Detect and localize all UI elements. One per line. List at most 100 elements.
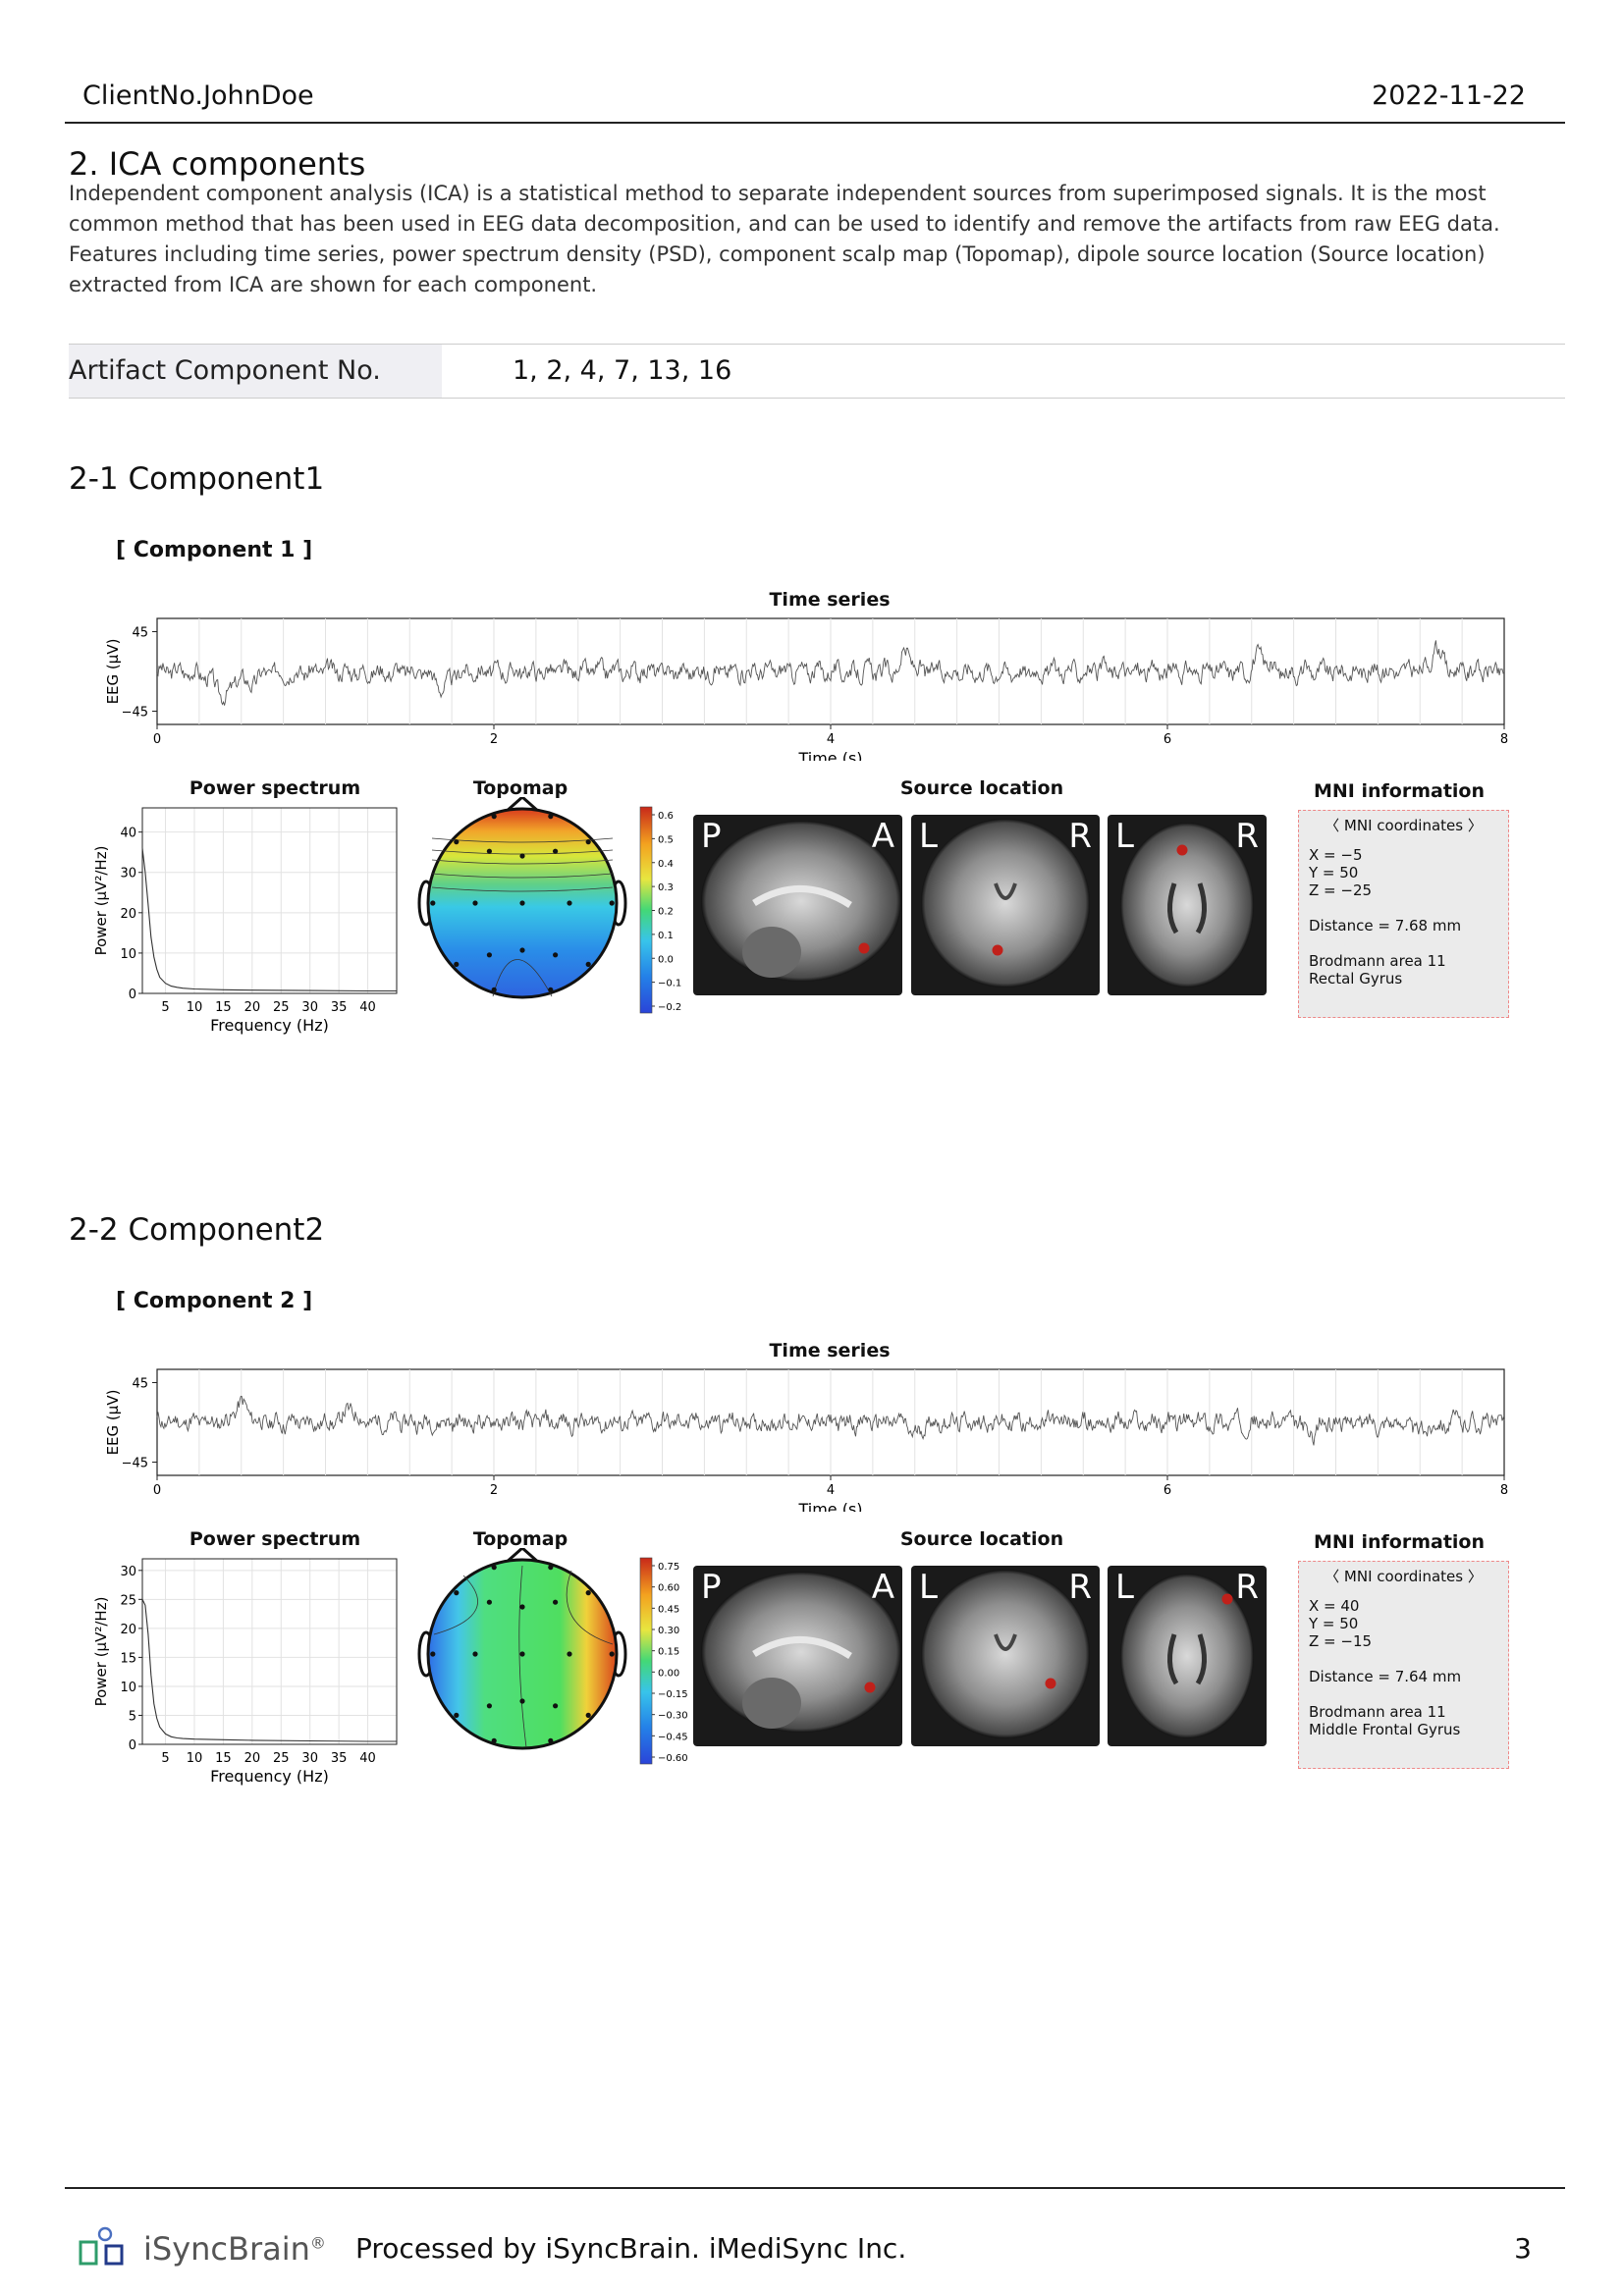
electrode-dot [548, 987, 554, 992]
section-description: Independent component analysis (ICA) is … [69, 182, 1500, 296]
electrode-dot [553, 1703, 559, 1709]
time-series-title: Time series [769, 1340, 891, 1362]
brain-slice-drawing [701, 1572, 901, 1733]
ventricle [1167, 882, 1207, 934]
mni-z: Z = −25 [1309, 881, 1373, 899]
psd-title: Power spectrum [189, 1528, 361, 1550]
topomap-colorbar: 0.6 0.5 0.4 0.3 0.2 0.1 0.0 −0.1 −0.2 [639, 806, 681, 1014]
orientation-letter: L [1115, 1568, 1134, 1607]
colorbar-tick-label: −0.30 [658, 1711, 688, 1722]
psd-x-tick-label: 15 [215, 1751, 232, 1766]
isyncbrain-logo-icon [79, 2226, 124, 2266]
spacer [1309, 1650, 1498, 1668]
mni-distance: Distance = 7.64 mm [1309, 1668, 1462, 1685]
source-location-title: Source location [899, 1528, 1064, 1550]
x-tick-label: 2 [490, 732, 498, 747]
mni-y: Y = 50 [1309, 864, 1359, 881]
psd-x-tick-label: 15 [215, 1000, 232, 1015]
electrode-dot [491, 987, 497, 992]
brain-coronal [921, 819, 1090, 988]
psd-x-tick-label: 30 [301, 1751, 318, 1766]
contour-line [431, 886, 614, 892]
electrode-dot [486, 1599, 492, 1605]
corpus-callosum [752, 1636, 852, 1659]
colorbar-tick-label: 0.60 [658, 1583, 679, 1594]
psd-y-tick-label: 10 [120, 1681, 136, 1695]
orientation-letter: L [919, 1568, 938, 1607]
electrode-dot [472, 900, 478, 906]
mni-x: X = 40 [1309, 1597, 1360, 1615]
electrode-dot [553, 1599, 559, 1605]
brain-slice-drawing [1120, 823, 1254, 988]
orientation-letter: A [871, 1568, 894, 1607]
dipole-marker [864, 1682, 876, 1693]
dipole-marker [1045, 1678, 1056, 1689]
electrode-dot [548, 1737, 554, 1743]
corpus-callosum [752, 885, 852, 908]
mni-information-box: 〈 MNI coordinates 〉 X = 40 Y = 50 Z = −15 Di… [1298, 1561, 1509, 1769]
time-y-label: EEG (μV) [104, 1390, 122, 1456]
electrode-dot [519, 1651, 525, 1657]
colorbar-tick-label: −0.2 [658, 1002, 681, 1013]
psd-x-tick-label: 25 [273, 1000, 290, 1015]
contour-line [433, 1575, 478, 1635]
psd-plot-frame [141, 1558, 398, 1745]
mni-information-box: 〈 MNI coordinates 〉 X = −5 Y = 50 Z = −25 Di… [1298, 810, 1509, 1018]
x-tick-label: 6 [1163, 732, 1171, 747]
x-tick-label: 4 [827, 1483, 835, 1498]
component-title: 2-2 Component2 [69, 1212, 325, 1248]
psd-y-tick-label: 10 [120, 947, 136, 962]
x-tick-label: 8 [1500, 1483, 1508, 1498]
electrode-dot [548, 814, 554, 820]
ventricle [1167, 1633, 1207, 1685]
power-spectrum-chart: 5 10 15 20 25 30 35 40 30 25 20 15 10 5 0 Frequency (Hz… [92, 1558, 398, 1786]
electrode-dot [519, 900, 525, 906]
psd-x-tick-label: 40 [359, 1751, 376, 1766]
time-series-chart: 45 −45 0 2 4 6 8 Time (s) EEG (μV) [104, 1368, 1508, 1512]
colorbar-tick-label: 0.6 [658, 811, 674, 822]
dipole-marker [992, 944, 1003, 956]
component-title: 2-1 Component1 [69, 461, 325, 497]
colorbar-tick-label: 0.4 [658, 859, 674, 870]
mni-z: Z = −15 [1309, 1632, 1373, 1650]
component-subtitle: [ Component 1 ] [116, 538, 313, 562]
psd-y-tick-label: 40 [120, 827, 136, 841]
colorbar-tick-label: 0.1 [658, 931, 674, 941]
time-x-label: Time (s) [797, 1500, 862, 1512]
orientation-letter: R [1068, 817, 1092, 856]
psd-plot-border [141, 1558, 398, 1745]
spacer [1309, 899, 1498, 917]
colorbar-gradient [639, 806, 653, 1014]
orientation-letter: R [1068, 1568, 1092, 1607]
psd-x-tick-label: 5 [161, 1000, 169, 1015]
artifact-value: 1, 2, 4, 7, 13, 16 [513, 355, 732, 386]
artifact-row: Artifact Component No. 1, 2, 4, 7, 13, 1… [69, 344, 1565, 399]
electrode-dot [454, 961, 460, 967]
report-date: 2022-11-22 [1372, 80, 1526, 111]
electrode-dot [486, 848, 492, 854]
electrode-dot [454, 1590, 460, 1596]
psd-y-tick-label: 0 [129, 988, 136, 1002]
electrode-dot [486, 1703, 492, 1709]
electrode-dot [553, 952, 559, 958]
section-title: 2. ICA components [69, 145, 366, 183]
psd-y-tick-label: 20 [120, 907, 136, 922]
colorbar-tick-label: 0.30 [658, 1626, 679, 1636]
electrode-dot [585, 1712, 591, 1718]
mni-distance: Distance = 7.68 mm [1309, 917, 1462, 934]
orientation-letter: P [701, 1568, 722, 1607]
psd-plot-frame [141, 807, 398, 994]
power-spectrum-chart: 5 10 15 20 25 30 35 40 40 30 20 10 0 Frequency (Hz) Po… [92, 807, 398, 1035]
dipole-marker [1221, 1593, 1233, 1605]
contour-line [431, 837, 614, 843]
electrode-dot [585, 839, 591, 845]
mni-information-title: MNI information [1313, 780, 1485, 802]
electrode-dot [519, 1698, 525, 1704]
psd-x-tick-label: 10 [187, 1751, 203, 1766]
